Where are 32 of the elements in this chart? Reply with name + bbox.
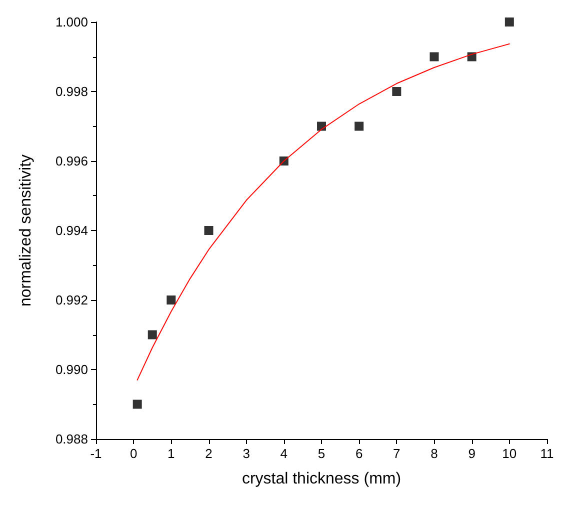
point bbox=[504, 18, 514, 26]
line-series bbox=[136, 43, 510, 380]
x-tick-label: -1 bbox=[90, 446, 102, 461]
x-tick-label: 7 bbox=[393, 446, 400, 461]
point bbox=[148, 330, 157, 340]
y-tick-label: 0.990 bbox=[55, 362, 88, 377]
y-tick-label: 0.988 bbox=[55, 432, 88, 446]
y-tick-label: 1.000 bbox=[55, 14, 88, 30]
x-tick-label: 5 bbox=[318, 446, 326, 461]
x-tick-label: 0 bbox=[130, 446, 138, 461]
x-tick-label: 2 bbox=[205, 446, 212, 461]
point bbox=[392, 87, 402, 96]
point bbox=[317, 122, 326, 131]
x-tick-label: 3 bbox=[242, 446, 250, 461]
x-axis-title: crystal thickness (mm) bbox=[242, 470, 402, 488]
point bbox=[430, 52, 439, 62]
x-tick-label: 8 bbox=[430, 446, 438, 461]
point bbox=[204, 226, 214, 235]
point bbox=[354, 122, 364, 131]
x-tick-label: 9 bbox=[468, 446, 476, 461]
x-tick-label: 4 bbox=[280, 446, 288, 461]
y-tick-label: 0.998 bbox=[55, 84, 88, 99]
y-tick-label: 0.996 bbox=[55, 154, 88, 168]
x-tick-label: 1 bbox=[168, 446, 175, 461]
x-tick-label: 11 bbox=[540, 446, 554, 461]
x-tick-label: 6 bbox=[355, 446, 363, 461]
point bbox=[132, 400, 142, 409]
y-tick-label: 0.992 bbox=[55, 292, 88, 308]
x-tick-label: 10 bbox=[502, 446, 517, 461]
point bbox=[166, 296, 176, 304]
y-axis-title: normalized sensitivity bbox=[18, 154, 34, 307]
y-tick-label: 0.994 bbox=[55, 223, 88, 238]
